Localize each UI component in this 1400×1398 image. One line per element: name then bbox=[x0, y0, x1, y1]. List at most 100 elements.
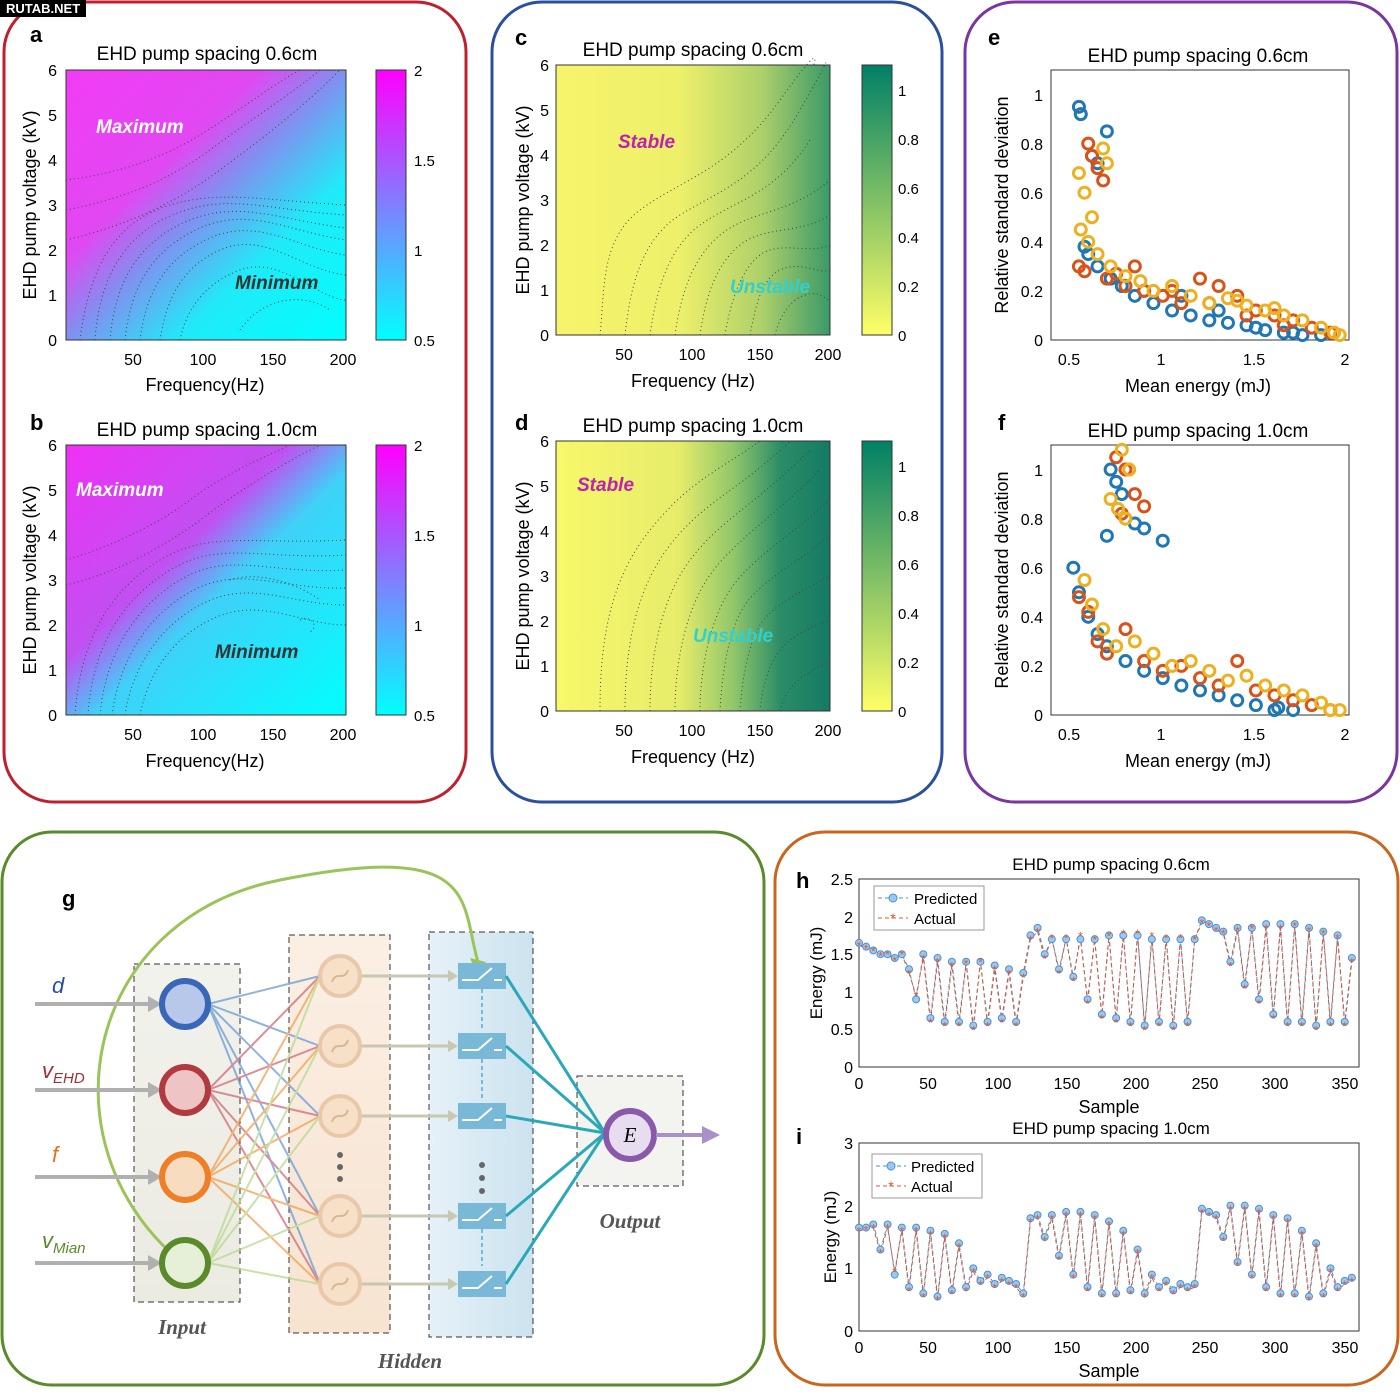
svg-text:1: 1 bbox=[48, 288, 57, 305]
svg-text:4: 4 bbox=[540, 148, 549, 165]
actual-point-h: * bbox=[1107, 929, 1112, 943]
predicted-point-i bbox=[1147, 1270, 1156, 1279]
actual-point-i: * bbox=[978, 1278, 983, 1292]
svg-text:300: 300 bbox=[1262, 1076, 1289, 1093]
actual-point-h: * bbox=[1250, 922, 1255, 936]
xlabel-a: Frequency(Hz) bbox=[145, 375, 264, 395]
label-max-a: Maximum bbox=[96, 117, 184, 138]
xlabel-d: Frequency (Hz) bbox=[631, 747, 755, 767]
ylabel-f: Relative standard deviation bbox=[992, 471, 1012, 688]
svg-text:0.2: 0.2 bbox=[1021, 284, 1043, 301]
predicted-point-h bbox=[940, 1017, 949, 1026]
svg-text:150: 150 bbox=[747, 723, 774, 740]
svg-text:5: 5 bbox=[540, 103, 549, 120]
actual-point-i: * bbox=[1178, 1281, 1183, 1295]
actual-point-i: * bbox=[1207, 1209, 1212, 1223]
contours-c bbox=[599, 57, 831, 336]
predicted-point-i bbox=[1290, 1289, 1299, 1298]
title-f: EHD pump spacing 1.0cm bbox=[1088, 421, 1309, 442]
xlabel-b: Frequency(Hz) bbox=[145, 751, 264, 771]
actual-point-i: * bbox=[1264, 1284, 1269, 1298]
scatter-point-f-s1 bbox=[1230, 654, 1245, 668]
svg-text:1: 1 bbox=[844, 1261, 853, 1278]
predicted-point-h bbox=[1176, 935, 1185, 944]
predicted-point-i bbox=[919, 1289, 928, 1298]
scatter-e bbox=[1071, 99, 1347, 343]
scatter-point-f-s2 bbox=[1165, 658, 1180, 673]
scatter-point-e-s2 bbox=[1071, 166, 1086, 181]
predicted-point-h bbox=[926, 1014, 935, 1023]
predicted-point-i bbox=[1133, 1245, 1142, 1254]
actual-point-h: * bbox=[1021, 971, 1026, 985]
actual-point-h: * bbox=[1092, 933, 1097, 947]
svg-text:1.5: 1.5 bbox=[831, 947, 853, 964]
svg-text:5: 5 bbox=[540, 479, 549, 496]
predicted-point-i bbox=[897, 1223, 906, 1232]
svg-text:1: 1 bbox=[48, 663, 57, 680]
actual-point-h: * bbox=[1121, 927, 1126, 941]
svg-text:0.2: 0.2 bbox=[1021, 659, 1043, 676]
predicted-point-i bbox=[1162, 1276, 1171, 1285]
series-line-h-1 bbox=[858, 921, 1353, 1030]
svg-text:0.4: 0.4 bbox=[898, 606, 919, 623]
svg-text:1.5: 1.5 bbox=[1243, 352, 1265, 369]
predicted-point-i bbox=[1119, 1226, 1128, 1235]
actual-point-i: * bbox=[1300, 1228, 1305, 1242]
predicted-point-h bbox=[1319, 927, 1328, 936]
predicted-point-h bbox=[1197, 916, 1206, 925]
svg-text:200: 200 bbox=[1123, 1076, 1150, 1093]
predicted-point-h bbox=[1162, 935, 1171, 944]
actual-point-h: * bbox=[1307, 924, 1312, 938]
actual-point-h: * bbox=[1085, 997, 1090, 1011]
actual-point-i: * bbox=[1235, 1259, 1240, 1273]
scatter-point-e-s1 bbox=[1165, 283, 1180, 298]
heatmap-b bbox=[65, 444, 347, 716]
predicted-point-i bbox=[869, 1220, 878, 1229]
title-d: EHD pump spacing 1.0cm bbox=[583, 416, 804, 437]
svg-text:0.5: 0.5 bbox=[414, 708, 435, 725]
scatter-point-e-s2 bbox=[1081, 234, 1096, 249]
panel-letter-b: b bbox=[30, 410, 43, 435]
svg-text:3: 3 bbox=[48, 573, 57, 590]
actual-point-h: * bbox=[1200, 917, 1205, 931]
actual-point-h: * bbox=[1050, 932, 1055, 946]
output-node bbox=[603, 1108, 657, 1162]
scatter-point-f-s0 bbox=[1230, 693, 1245, 708]
predicted-point-i bbox=[1297, 1226, 1306, 1235]
scatter-point-e-s1 bbox=[1127, 259, 1142, 274]
scatter-point-e-s0 bbox=[1248, 320, 1263, 335]
scatter-point-f-s2 bbox=[1295, 688, 1310, 703]
svg-text:200: 200 bbox=[330, 352, 357, 369]
svg-text:1: 1 bbox=[1157, 727, 1166, 744]
svg-text:2: 2 bbox=[540, 614, 549, 631]
predicted-point-i bbox=[962, 1283, 971, 1292]
cticks-d: 0 0.2 0.4 0.6 0.8 1 bbox=[898, 459, 919, 721]
scatter-point-f-s2 bbox=[1314, 695, 1329, 710]
scatter-point-e-s0 bbox=[1071, 99, 1086, 114]
predicted-point-h bbox=[1190, 935, 1199, 944]
scatter-point-f-s2 bbox=[1077, 573, 1092, 587]
actual-point-i: * bbox=[1078, 1209, 1083, 1223]
xticks-h: 0 50 100 150 200 250 300 350 bbox=[855, 1076, 1359, 1093]
contours-b bbox=[65, 444, 347, 716]
scatter-point-f-s2 bbox=[1202, 663, 1217, 678]
input-label-vmian: vMian bbox=[42, 1228, 86, 1257]
predicted-point-i bbox=[1055, 1251, 1063, 1260]
panel-letter-c: c bbox=[515, 25, 527, 50]
actual-point-i: * bbox=[950, 1287, 955, 1301]
colorbar-c bbox=[861, 64, 893, 336]
actual-point-h: * bbox=[1142, 1023, 1147, 1037]
predicted-point-h bbox=[1076, 935, 1085, 944]
actual-point-i: * bbox=[1057, 1253, 1062, 1267]
xticks-d: 50 100 150 200 bbox=[615, 723, 841, 740]
actual-point-h: * bbox=[1042, 952, 1047, 966]
predicted-point-i bbox=[1183, 1283, 1192, 1292]
cticks-b: 0.5 1 1.5 2 bbox=[414, 438, 435, 725]
scatter-point-f-s1 bbox=[1137, 654, 1152, 668]
hidden-gate-arrowheads bbox=[448, 970, 458, 1290]
xlabel-f: Mean energy (mJ) bbox=[1125, 751, 1271, 771]
scatter-point-f-s1 bbox=[1137, 499, 1152, 514]
predicted-point-i bbox=[876, 1245, 885, 1254]
predicted-point-i bbox=[1283, 1214, 1292, 1223]
